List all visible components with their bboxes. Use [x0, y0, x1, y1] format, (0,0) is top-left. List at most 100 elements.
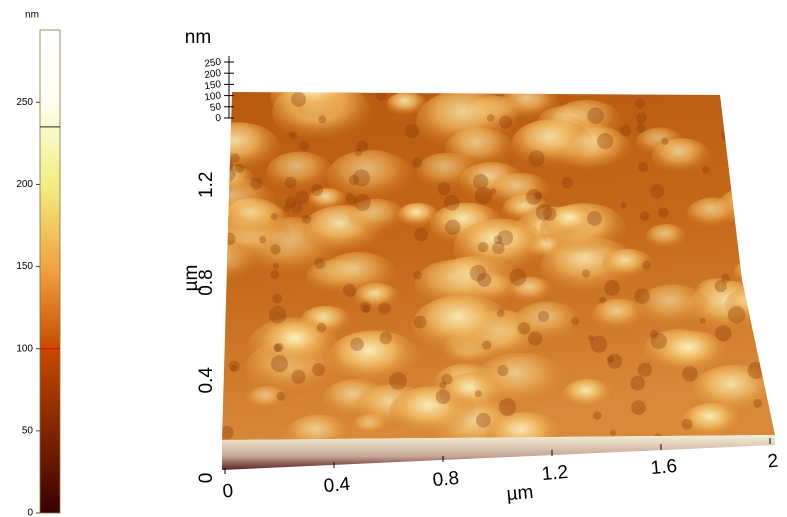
surface-grain — [562, 379, 614, 411]
surface-pit — [636, 113, 647, 124]
surface-pit — [635, 288, 650, 303]
x-tick-label: 0.4 — [323, 474, 352, 497]
surface-pit — [318, 115, 326, 123]
surface-pit — [478, 242, 489, 253]
surface-pit — [269, 306, 287, 324]
surface-pit — [599, 297, 606, 304]
surface-pit — [638, 362, 652, 376]
surface-pit — [444, 195, 460, 211]
surface-pit — [661, 138, 668, 145]
surface-pit — [436, 389, 451, 404]
surface-pit — [700, 318, 706, 324]
surface-pit — [271, 355, 288, 372]
surface-pit — [497, 365, 508, 376]
surface-grain — [445, 128, 514, 170]
surface-pit — [311, 184, 323, 196]
surface-pit — [509, 269, 526, 286]
surface-pit — [441, 374, 452, 385]
colorbar-tick-label: 150 — [16, 261, 33, 272]
surface-pit — [636, 123, 646, 133]
surface-pit — [497, 309, 505, 317]
surface-pit — [317, 323, 327, 333]
surface-pit — [490, 188, 497, 195]
surface-pit — [475, 187, 492, 204]
surface-pit — [658, 207, 669, 218]
surface-pit — [473, 174, 488, 189]
surface-grain — [270, 67, 363, 124]
surface-pit — [343, 283, 356, 296]
y-tick-label: 0 — [196, 473, 217, 484]
surface-pit — [272, 293, 282, 303]
surface-pit — [250, 178, 262, 190]
surface-pit — [582, 269, 590, 277]
surface-pit — [314, 258, 325, 269]
surface-pit — [354, 194, 371, 211]
surface-grain — [412, 295, 513, 357]
surface-pit — [590, 336, 607, 353]
colorbar-tick-label: 0 — [27, 508, 33, 517]
surface-pit — [223, 233, 236, 246]
x-tick-label: 1.2 — [541, 462, 569, 485]
surface-pit — [445, 220, 460, 235]
surface-pit — [726, 124, 735, 133]
z-tick-label: 200 — [204, 68, 222, 81]
surface-pit — [299, 141, 309, 151]
surface-pit — [587, 107, 604, 124]
colorbar-tick-label: 100 — [16, 343, 33, 354]
surface-pit — [715, 280, 727, 292]
surface-front — [222, 435, 775, 470]
y-tick-label: 0.4 — [196, 367, 217, 394]
surface-pit — [621, 202, 627, 208]
surface-pit — [651, 333, 667, 349]
surface-grain — [733, 261, 772, 285]
surface-pit — [499, 115, 512, 128]
surface-grain — [511, 119, 593, 170]
z-axis-label: nm — [185, 27, 211, 48]
surface-pit — [528, 331, 542, 345]
surface-pit — [635, 98, 645, 108]
surface-pit — [476, 413, 491, 428]
surface-pit — [270, 270, 279, 279]
surface-pit — [350, 337, 364, 351]
surface-pit — [357, 140, 369, 152]
surface-pit — [302, 215, 311, 224]
z-tick-label: 0 — [215, 113, 222, 125]
surface-pit — [349, 175, 359, 185]
surface-grain — [490, 173, 550, 210]
surface-grain — [387, 92, 427, 117]
surface-pit — [378, 302, 391, 315]
surface-pit — [682, 419, 693, 430]
surface-pit — [620, 125, 631, 136]
surface-pit — [642, 261, 651, 270]
x-tick-label: 2 — [767, 451, 779, 473]
surface-pit — [475, 390, 482, 397]
surface-pit — [518, 322, 531, 335]
surface-pit — [715, 325, 731, 341]
colorbar-tick-label: 200 — [16, 179, 33, 190]
surface-pit — [638, 162, 648, 172]
y-tick-label: 1.2 — [196, 172, 217, 198]
surface-pit — [291, 370, 305, 384]
surface-pit — [413, 271, 422, 280]
surface-pit — [375, 89, 386, 100]
surface-pit — [414, 316, 427, 329]
surface-grain — [321, 252, 396, 298]
surface-pit — [312, 363, 325, 376]
surface-pit — [743, 91, 753, 101]
colorbar — [40, 30, 60, 513]
surface-pit — [727, 149, 735, 157]
y-axis-label: µm — [181, 265, 202, 292]
surface-pit — [498, 230, 514, 246]
surface-grain — [645, 224, 687, 250]
surface-pit — [285, 197, 296, 208]
surface-pit — [587, 211, 602, 226]
z-tick-label: 150 — [204, 79, 222, 92]
surface-pit — [604, 280, 620, 296]
surface-pit — [289, 132, 297, 140]
surface-pit — [437, 182, 450, 195]
surface-pit — [276, 392, 285, 401]
surface-pit — [499, 398, 517, 416]
surface-pit — [749, 244, 757, 252]
surface-pit — [362, 305, 370, 313]
surface-pit — [562, 177, 573, 188]
